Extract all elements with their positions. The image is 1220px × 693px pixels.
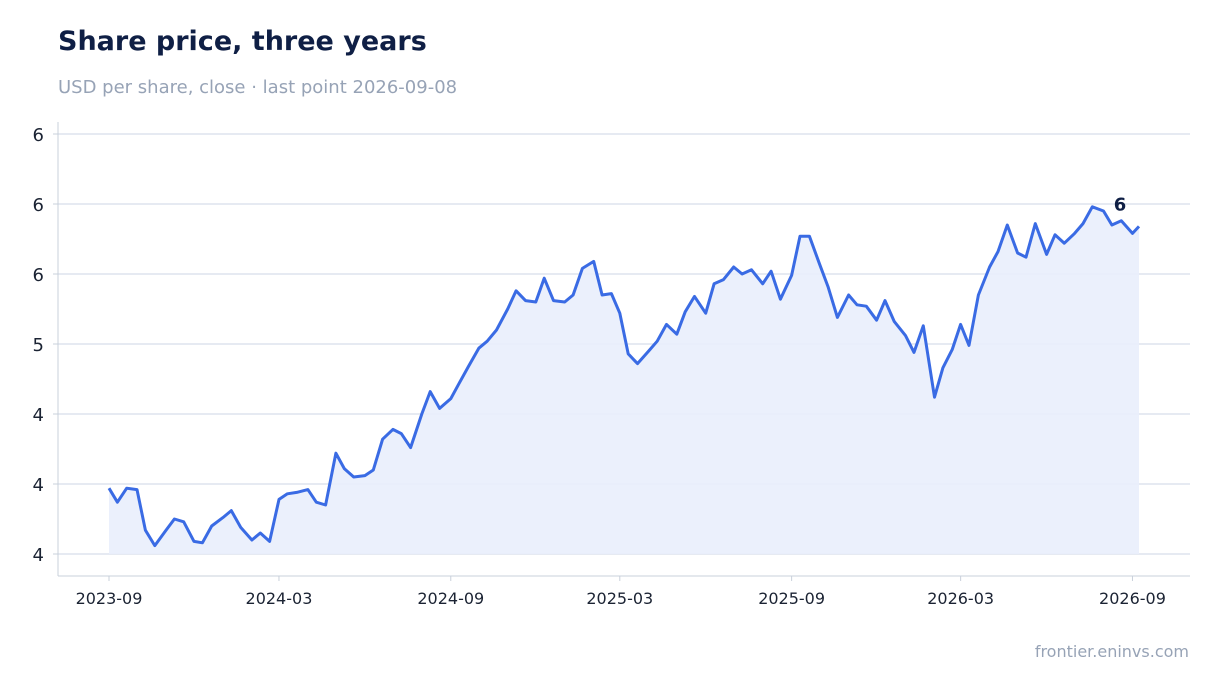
price-area bbox=[109, 206, 1139, 555]
y-tick-label: 6 bbox=[33, 265, 44, 286]
source-credit: frontier.eninvs.com bbox=[1034, 642, 1189, 661]
x-tick-label: 2024-09 bbox=[417, 589, 484, 608]
x-tick-label: 2024-03 bbox=[246, 589, 313, 608]
y-ticks: 4 4 4 5 6 6 6 bbox=[33, 125, 58, 566]
y-tick-label: 5 bbox=[33, 335, 44, 356]
chart-subtitle: USD per share, close · last point 2026-0… bbox=[58, 77, 458, 98]
end-value-label: 6 bbox=[1114, 194, 1127, 215]
x-tick-label: 2026-03 bbox=[927, 589, 994, 608]
y-tick-label: 4 bbox=[33, 405, 44, 426]
x-ticks: 2023-09 2024-03 2024-09 2025-03 2025-09 2026-… bbox=[76, 576, 1166, 608]
y-tick-label: 6 bbox=[33, 125, 44, 146]
y-tick-label: 4 bbox=[33, 545, 44, 566]
x-tick-label: 2026-09 bbox=[1099, 589, 1166, 608]
price-line bbox=[107, 205, 1141, 548]
x-tick-label: 2025-09 bbox=[758, 589, 825, 608]
x-tick-label: 2023-09 bbox=[76, 589, 143, 608]
x-tick-label: 2025-03 bbox=[586, 589, 653, 608]
axes bbox=[57, 122, 1190, 577]
chart-title: Share price, three years bbox=[58, 26, 427, 57]
y-tick-label: 6 bbox=[33, 195, 44, 216]
y-tick-label: 4 bbox=[33, 475, 44, 496]
